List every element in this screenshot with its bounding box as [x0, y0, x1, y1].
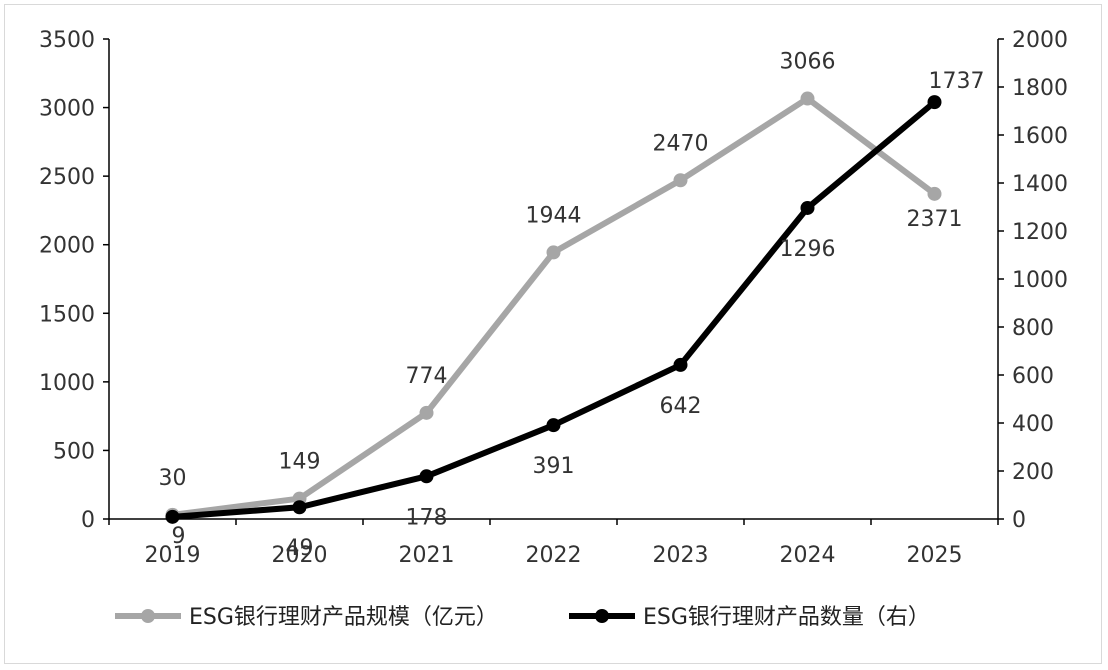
series-1-point	[927, 186, 942, 201]
series-1-point	[546, 245, 561, 260]
right-tick-label: 2000	[1012, 28, 1068, 53]
series-1-data-label: 30	[159, 466, 187, 491]
x-tick-label: 2023	[653, 543, 709, 568]
axes: 0 500 1000 1500 2000 2500 3000 3500 0 200 400 600 80…	[39, 28, 1068, 568]
series-1-data-label: 149	[279, 450, 321, 475]
left-tick-label: 500	[53, 439, 95, 464]
series-1-data-label: 774	[406, 364, 448, 389]
x-tick-label: 2024	[780, 543, 836, 568]
legend-label: ESG银行理财产品数量（右）	[643, 605, 930, 630]
legend-label: ESG银行理财产品规模（亿元）	[189, 605, 498, 630]
x-tick-label: 2025	[907, 543, 963, 568]
right-tick-label: 600	[1012, 364, 1054, 389]
series-1-point	[800, 91, 815, 106]
x-tick-label: 2022	[526, 543, 582, 568]
left-tick-label: 3000	[39, 97, 95, 122]
series-2-data-label: 642	[660, 394, 702, 419]
series-2-data-label: 1737	[929, 69, 985, 94]
series-1-data-label: 2470	[653, 131, 709, 156]
right-tick-label: 200	[1012, 460, 1054, 485]
series-2-point	[292, 500, 307, 515]
left-tick-label: 2000	[39, 234, 95, 259]
series-1-data-label: 2371	[907, 207, 963, 232]
series-2-point	[165, 509, 180, 524]
right-tick-label: 800	[1012, 316, 1054, 341]
dual-axis-line-chart: 0 500 1000 1500 2000 2500 3000 3500 0 200 400 600 80…	[39, 28, 1068, 630]
right-tick-label: 1800	[1012, 76, 1068, 101]
series-1-point	[419, 405, 434, 420]
series-2-point	[927, 95, 942, 110]
series-1-point	[673, 173, 688, 188]
right-tick-label: 1200	[1012, 220, 1068, 245]
data-labels: 30 149 774 1944 2470 3066 2371 9 49 178 391 642 1296…	[159, 50, 985, 562]
series-2-data-label: 178	[406, 505, 448, 530]
series-2-point	[673, 357, 688, 372]
left-tick-label: 2500	[39, 165, 95, 190]
series-1-data-label: 1944	[526, 203, 582, 228]
legend-swatch-marker	[141, 609, 155, 623]
series-lines	[165, 91, 942, 524]
x-tick-label: 2021	[399, 543, 455, 568]
left-tick-label: 1000	[39, 371, 95, 396]
left-tick-label: 0	[81, 508, 95, 533]
right-tick-label: 1400	[1012, 172, 1068, 197]
legend-swatch-marker	[595, 609, 609, 623]
series-1-data-label: 3066	[780, 50, 836, 75]
series-2-data-label: 9	[172, 524, 186, 549]
series-2-data-label: 49	[286, 536, 314, 561]
x-tick-label: 2019	[145, 543, 201, 568]
right-tick-label: 0	[1012, 508, 1026, 533]
left-tick-label: 3500	[39, 28, 95, 53]
legend: ESG银行理财产品规模（亿元） ESG银行理财产品数量（右）	[115, 605, 930, 630]
series-2-point	[419, 469, 434, 484]
chart-frame: 0 500 1000 1500 2000 2500 3000 3500 0 200 400 600 80…	[4, 4, 1102, 664]
right-tick-label: 400	[1012, 412, 1054, 437]
series-2-point	[800, 200, 815, 215]
series-2-data-label: 1296	[780, 237, 836, 262]
left-tick-label: 1500	[39, 302, 95, 327]
x-tick-label: 2020	[272, 543, 328, 568]
right-tick-label: 1000	[1012, 268, 1068, 293]
series-2-point	[546, 418, 561, 433]
right-tick-label: 1600	[1012, 124, 1068, 149]
series-2-data-label: 391	[533, 454, 575, 479]
